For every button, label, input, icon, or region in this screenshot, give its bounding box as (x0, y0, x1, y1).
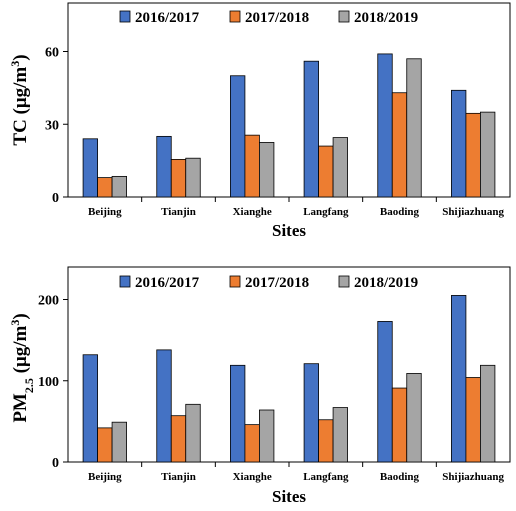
pm25-legend-swatch (229, 275, 241, 288)
tc-bar-tianjin-s3 (185, 157, 201, 198)
tc-y-tick-label: 0 (52, 191, 59, 206)
tc-bar-baoding-s3 (406, 58, 422, 198)
pm25-legend-label: 2018/2019 (354, 275, 418, 291)
pm25-bar-beijing-s2 (97, 427, 113, 463)
pm25-x-tick-label: Baoding (380, 471, 420, 483)
pm25-bar-xianghe-s2 (244, 424, 260, 463)
tc-x-tick-label: Beijing (88, 206, 122, 218)
pm25-bars (82, 295, 496, 463)
tc-legend: 2016/2017 2017/2018 2018/2019 (119, 10, 418, 26)
tc-legend-label: 2017/2018 (245, 10, 309, 26)
pm25-bar-xianghe-s3 (259, 409, 275, 463)
pm25-bar-langfang-s1 (303, 363, 319, 463)
tc-bar-beijing-s2 (97, 177, 113, 198)
pm25-y-tick-label: 0 (52, 456, 59, 471)
pm25-bar-tianjin-s1 (156, 349, 172, 463)
tc-y-axis-title: TC (μg/m3) (8, 54, 31, 145)
pm25-bar-baoding-s2 (391, 387, 408, 463)
pm25-legend-swatch (338, 275, 350, 288)
tc-x-tick-label: Tianjin (161, 206, 196, 218)
tc-bar-shijiazhuang-s1 (451, 89, 467, 198)
pm25-bar-langfang-s3 (332, 407, 348, 463)
pm25-legend: 2016/2017 2017/2018 2018/2019 (119, 275, 418, 291)
tc-bar-shijiazhuang-s2 (465, 112, 481, 198)
pm25-x-tick-label: Langfang (303, 471, 349, 483)
pm25-bar-baoding-s1 (377, 321, 393, 463)
tc-x-tick-label: Langfang (303, 206, 349, 218)
pm25-x-tick-label: Shijiazhuang (442, 471, 504, 483)
tc-y-axis: 0 30 60 (45, 46, 68, 206)
tc-plot-frame (67, 2, 511, 198)
tc-x-tick-label: Shijiazhuang (442, 206, 504, 218)
tc-legend-swatch (119, 10, 131, 23)
tc-chart-panel: 2016/2017 2017/2018 2018/2019 0 30 60 Beijin… (8, 2, 511, 240)
tc-bar-xianghe-s2 (244, 134, 260, 198)
pm25-bar-langfang-s2 (318, 419, 334, 463)
tc-bar-baoding-s1 (377, 53, 393, 198)
pm25-bar-beijing-s3 (111, 421, 127, 463)
pm25-x-axis-title: Sites (272, 487, 306, 506)
pm25-bar-shijiazhuang-s1 (451, 295, 467, 463)
tc-x-axis: Beijing Tianjin Xianghe Langfang Baoding Shij… (88, 197, 505, 218)
pm25-bar-shijiazhuang-s2 (465, 377, 481, 463)
tc-bar-langfang-s3 (332, 137, 348, 198)
tc-bar-shijiazhuang-s3 (480, 111, 496, 198)
tc-legend-label: 2016/2017 (135, 10, 200, 26)
tc-bar-langfang-s1 (303, 60, 319, 198)
tc-bars (82, 53, 496, 198)
tc-bar-langfang-s2 (318, 145, 334, 198)
pm25-y-axis-title: PM2.5 (μg/m3) (8, 313, 36, 422)
pm25-legend-swatch (119, 275, 131, 288)
tc-bar-xianghe-s1 (230, 75, 246, 198)
pm25-legend-label: 2016/2017 (135, 275, 200, 291)
tc-bar-beijing-s3 (111, 175, 127, 198)
pm25-legend-label: 2017/2018 (245, 275, 309, 291)
tc-bar-baoding-s2 (391, 92, 408, 198)
pm25-plot-frame (67, 266, 511, 463)
pm25-bar-beijing-s1 (82, 354, 98, 463)
tc-bar-tianjin-s2 (170, 159, 187, 198)
pm25-x-tick-label: Beijing (88, 471, 122, 483)
tc-y-tick-label: 60 (45, 46, 59, 61)
pm25-x-tick-label: Xianghe (233, 471, 272, 483)
tc-legend-label: 2018/2019 (354, 10, 418, 26)
pm25-bar-xianghe-s1 (230, 364, 246, 463)
pm25-bar-tianjin-s3 (185, 403, 201, 463)
pm25-chart-panel: 2016/2017 2017/2018 2018/2019 0 100 200 Beij… (8, 266, 511, 506)
tc-x-tick-label: Baoding (380, 206, 420, 218)
pm25-y-axis: 0 100 200 (38, 294, 68, 471)
tc-x-axis-title: Sites (272, 221, 306, 240)
pm25-bar-tianjin-s2 (170, 415, 187, 463)
tc-bar-tianjin-s1 (156, 135, 172, 198)
tc-bar-xianghe-s3 (259, 142, 275, 198)
tc-legend-swatch (229, 10, 241, 23)
pm25-bar-baoding-s3 (406, 373, 422, 463)
pm25-bar-shijiazhuang-s3 (480, 364, 496, 463)
pm25-y-tick-label: 100 (38, 375, 59, 390)
pm25-y-tick-label: 200 (38, 294, 59, 309)
tc-bar-beijing-s1 (82, 138, 98, 198)
tc-legend-swatch (338, 10, 350, 23)
pm25-x-tick-label: Tianjin (161, 471, 196, 483)
tc-x-tick-label: Xianghe (233, 206, 272, 218)
pm25-x-axis: Beijing Tianjin Xianghe Langfang Baoding Shij… (88, 462, 505, 483)
tc-y-tick-label: 30 (45, 118, 59, 133)
